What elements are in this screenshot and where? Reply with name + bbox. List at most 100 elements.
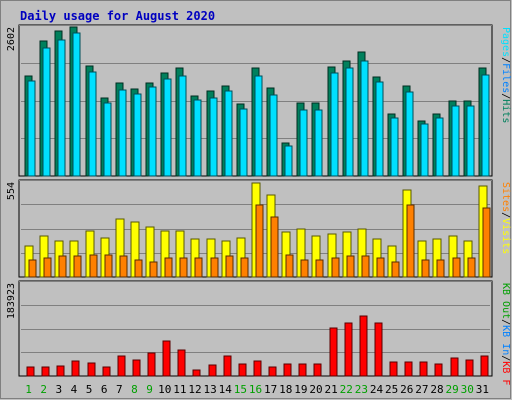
day-label-18: 18 xyxy=(279,383,292,396)
kbytes-bar-kb-f-22 xyxy=(344,322,353,377)
day-label-3: 3 xyxy=(56,383,63,396)
hits-bar-pages-15 xyxy=(239,108,248,177)
kbytes-legend-item-4: KB F xyxy=(500,361,511,385)
kbytes-bar-kb-f-4 xyxy=(71,360,80,377)
hits-bar-pages-13 xyxy=(209,97,218,177)
day-label-21: 21 xyxy=(325,383,338,396)
hits-legend: Pages/Files/Hits xyxy=(500,27,511,123)
day-label-13: 13 xyxy=(203,383,216,396)
visits-bar-sites-17 xyxy=(270,216,279,278)
hits-bar-pages-5 xyxy=(88,71,97,177)
visits-bar-sites-11 xyxy=(179,257,188,278)
visits-bar-sites-20 xyxy=(315,259,324,278)
hits-bar-pages-29 xyxy=(451,105,460,177)
hits-bar-pages-19 xyxy=(299,109,308,177)
hits-legend-item-0: Pages xyxy=(500,27,511,57)
hits-legend-item-1: / xyxy=(500,57,511,63)
hits-bar-pages-10 xyxy=(163,78,172,177)
kbytes-bar-kb-f-16 xyxy=(253,360,262,377)
day-label-23: 23 xyxy=(355,383,368,396)
day-label-15: 15 xyxy=(234,383,247,396)
kbytes-bar-kb-f-11 xyxy=(177,349,186,377)
kbytes-bar-kb-f-14 xyxy=(223,355,232,377)
visits-bar-sites-31 xyxy=(482,207,491,278)
hits-bar-pages-8 xyxy=(133,93,142,177)
hits-legend-item-2: Files xyxy=(500,63,511,93)
kbytes-bar-kb-f-29 xyxy=(450,357,459,377)
kbytes-panel xyxy=(18,280,493,377)
visits-bar-sites-10 xyxy=(164,257,173,278)
kbytes-legend-item-0: KB Out xyxy=(500,283,511,319)
hits-bar-pages-1 xyxy=(27,80,36,177)
hits-bar-pages-17 xyxy=(269,94,278,177)
day-label-30: 30 xyxy=(461,383,474,396)
hits-ymax-label: 2602 xyxy=(6,27,17,51)
visits-bar-sites-15 xyxy=(240,257,249,278)
day-label-4: 4 xyxy=(71,383,78,396)
kbytes-bar-kb-f-19 xyxy=(298,363,307,377)
visits-bar-sites-9 xyxy=(149,261,158,278)
day-label-25: 25 xyxy=(385,383,398,396)
hits-bar-pages-18 xyxy=(284,145,293,177)
visits-bar-sites-1 xyxy=(28,259,37,278)
kbytes-bar-kb-f-8 xyxy=(132,359,141,377)
hits-bar-pages-11 xyxy=(178,75,187,177)
hits-bar-pages-24 xyxy=(375,81,384,177)
kbytes-bar-kb-f-26 xyxy=(404,361,413,377)
day-label-17: 17 xyxy=(264,383,277,396)
day-label-29: 29 xyxy=(446,383,459,396)
visits-bar-sites-30 xyxy=(467,257,476,278)
visits-bar-sites-16 xyxy=(255,204,264,278)
visits-bar-sites-5 xyxy=(89,254,98,278)
kbytes-bar-kb-f-25 xyxy=(389,361,398,377)
day-label-9: 9 xyxy=(146,383,153,396)
day-label-28: 28 xyxy=(430,383,443,396)
visits-bar-sites-3 xyxy=(58,255,67,278)
day-label-7: 7 xyxy=(116,383,123,396)
kbytes-bar-kb-f-17 xyxy=(268,366,277,377)
kbytes-bar-kb-f-31 xyxy=(480,355,489,377)
kbytes-bar-kb-f-15 xyxy=(238,363,247,377)
day-label-6: 6 xyxy=(101,383,108,396)
visits-bar-sites-21 xyxy=(331,257,340,278)
kbytes-legend-item-2: KB In xyxy=(500,325,511,355)
visits-bar-sites-27 xyxy=(421,259,430,278)
day-label-22: 22 xyxy=(340,383,353,396)
kbytes-bar-kb-f-20 xyxy=(313,363,322,377)
day-label-2: 2 xyxy=(40,383,47,396)
hits-bar-pages-21 xyxy=(330,72,339,177)
hits-legend-item-4: Hits xyxy=(500,99,511,123)
day-label-24: 24 xyxy=(370,383,384,396)
hits-bar-pages-23 xyxy=(360,60,369,177)
visits-bar-sites-6 xyxy=(104,254,113,278)
hits-bar-pages-7 xyxy=(118,89,127,177)
kbytes-bar-kb-f-6 xyxy=(102,366,111,377)
day-label-19: 19 xyxy=(294,383,307,396)
kbytes-bar-kb-f-30 xyxy=(465,359,474,377)
kbytes-bar-kb-f-27 xyxy=(419,361,428,377)
day-label-8: 8 xyxy=(131,383,138,396)
visits-bar-sites-29 xyxy=(452,257,461,278)
kbytes-bar-kb-f-23 xyxy=(359,315,368,377)
kbytes-legend-item-3: / xyxy=(500,355,511,361)
visits-legend-item-0: Sites xyxy=(500,182,511,212)
visits-bar-sites-24 xyxy=(376,257,385,278)
visits-bar-sites-22 xyxy=(346,255,355,278)
kbytes-bar-kb-f-7 xyxy=(117,355,126,377)
visits-bar-sites-18 xyxy=(285,254,294,278)
hits-bar-pages-14 xyxy=(224,90,233,177)
kbytes-bar-kb-f-18 xyxy=(283,363,292,377)
visits-bar-sites-2 xyxy=(43,257,52,278)
hits-bar-pages-4 xyxy=(72,32,81,177)
kbytes-bar-kb-f-10 xyxy=(162,340,171,377)
visits-bar-sites-28 xyxy=(436,259,445,278)
day-label-27: 27 xyxy=(415,383,428,396)
day-label-10: 10 xyxy=(158,383,171,396)
day-label-16: 16 xyxy=(249,383,262,396)
kbytes-bar-kb-f-2 xyxy=(41,366,50,377)
kbytes-legend-item-1: / xyxy=(500,319,511,325)
hits-bar-pages-9 xyxy=(148,86,157,177)
visits-bar-sites-19 xyxy=(300,259,309,278)
